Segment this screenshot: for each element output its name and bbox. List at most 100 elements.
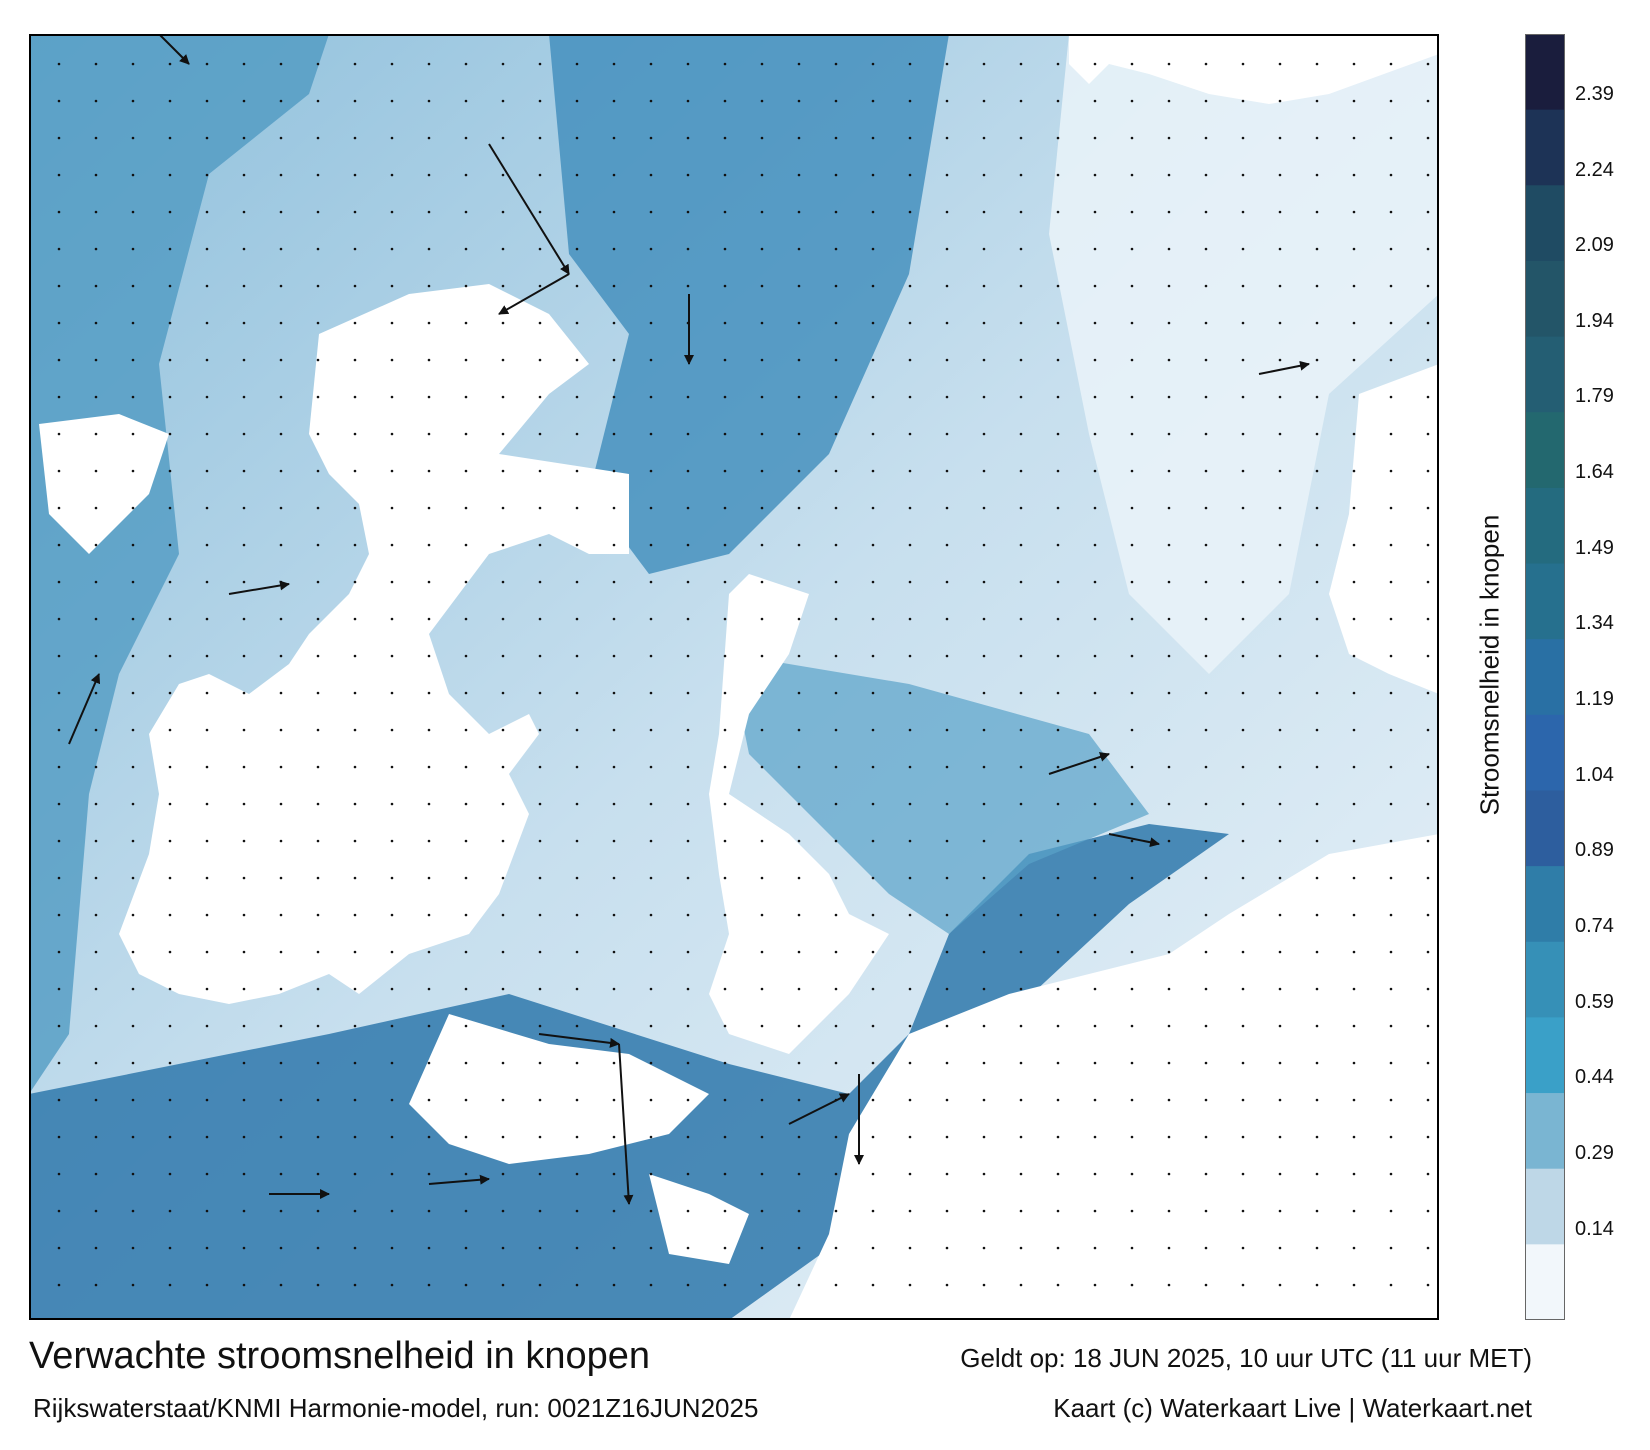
grid-dot (945, 580, 949, 584)
grid-dot (1389, 358, 1393, 362)
grid-dot (982, 62, 986, 66)
grid-dot (1315, 1061, 1319, 1065)
grid-dot (1278, 1283, 1282, 1287)
grid-dot (871, 136, 875, 140)
grid-dot (945, 839, 949, 843)
grid-dot (1204, 321, 1208, 325)
grid-dot (982, 802, 986, 806)
grid-dot (575, 210, 579, 214)
map-title: Verwachte stroomsnelheid in knopen (29, 1335, 651, 1377)
grid-dot (1130, 62, 1134, 66)
grid-dot (279, 728, 283, 732)
grid-dot (1389, 1283, 1393, 1287)
grid-dot (1315, 506, 1319, 510)
grid-dot (760, 1209, 764, 1213)
grid-dot (649, 1209, 653, 1213)
grid-dot (205, 1246, 209, 1250)
grid-dot (649, 247, 653, 251)
grid-dot (57, 1098, 61, 1102)
grid-dot (1056, 839, 1060, 843)
grid-dot (205, 247, 209, 251)
grid-dot (242, 1135, 246, 1139)
grid-dot (131, 950, 135, 954)
grid-dot (168, 839, 172, 843)
grid-dot (797, 1283, 801, 1287)
grid-dot (390, 247, 394, 251)
grid-dot (908, 432, 912, 436)
grid-dot (612, 284, 616, 288)
grid-dot (908, 1024, 912, 1028)
grid-dot (982, 1172, 986, 1176)
grid-dot (797, 543, 801, 547)
grid-dot (501, 950, 505, 954)
grid-dot (612, 617, 616, 621)
grid-dot (871, 321, 875, 325)
current-arrow (788, 1093, 850, 1125)
grid-dot (575, 1061, 579, 1065)
grid-dot (94, 654, 98, 658)
grid-dot (464, 691, 468, 695)
grid-dot (1093, 395, 1097, 399)
grid-dot (390, 728, 394, 732)
grid-dot (57, 210, 61, 214)
grid-dot (1278, 469, 1282, 473)
grid-dot (94, 950, 98, 954)
grid-dot (316, 1172, 320, 1176)
grid-dot (168, 617, 172, 621)
grid-dot (94, 839, 98, 843)
grid-dot (1278, 950, 1282, 954)
grid-dot (649, 617, 653, 621)
grid-dot (57, 358, 61, 362)
grid-dot (982, 1061, 986, 1065)
grid-dot (1056, 691, 1060, 695)
grid-dot (1241, 358, 1245, 362)
grid-dot (760, 876, 764, 880)
legend-band (1525, 185, 1565, 262)
grid-dot (242, 358, 246, 362)
grid-dot (945, 358, 949, 362)
grid-dot (279, 469, 283, 473)
grid-dot (57, 802, 61, 806)
grid-dot (131, 432, 135, 436)
grid-dot (723, 1135, 727, 1139)
grid-dot (686, 728, 690, 732)
current-arrows (68, 34, 1310, 1205)
grid-dot (760, 765, 764, 769)
grid-dot (612, 876, 616, 880)
grid-dot (168, 987, 172, 991)
grid-dot (1019, 173, 1023, 177)
grid-dot (982, 210, 986, 214)
grid-dot (1204, 284, 1208, 288)
legend-tick-label: 0.44 (1575, 1066, 1614, 1089)
grid-dot (1056, 654, 1060, 658)
grid-dot (1352, 506, 1356, 510)
legend-tick-label: 1.79 (1575, 385, 1614, 408)
legend-band (1525, 260, 1565, 338)
grid-dot (908, 1283, 912, 1287)
grid-dot (1315, 321, 1319, 325)
grid-dot (612, 1098, 616, 1102)
grid-dot (538, 617, 542, 621)
grid-dot (723, 247, 727, 251)
grid-dot (1315, 802, 1319, 806)
grid-dot (945, 284, 949, 288)
grid-dot (1130, 654, 1134, 658)
grid-dot (612, 321, 616, 325)
grid-dot (612, 913, 616, 917)
grid-dot (649, 210, 653, 214)
grid-dot (1019, 987, 1023, 991)
grid-dot (205, 506, 209, 510)
grid-dot (538, 321, 542, 325)
legend-band (1525, 563, 1565, 640)
grid-dot (501, 654, 505, 658)
grid-dot (168, 765, 172, 769)
grid-dot (316, 1246, 320, 1250)
grid-dot (871, 1024, 875, 1028)
grid-dot (94, 1135, 98, 1139)
grid-dot (538, 247, 542, 251)
grid-dot (1278, 691, 1282, 695)
grid-dot (168, 1061, 172, 1065)
grid-dot (1352, 802, 1356, 806)
grid-dot (1056, 876, 1060, 880)
grid-dot (57, 839, 61, 843)
